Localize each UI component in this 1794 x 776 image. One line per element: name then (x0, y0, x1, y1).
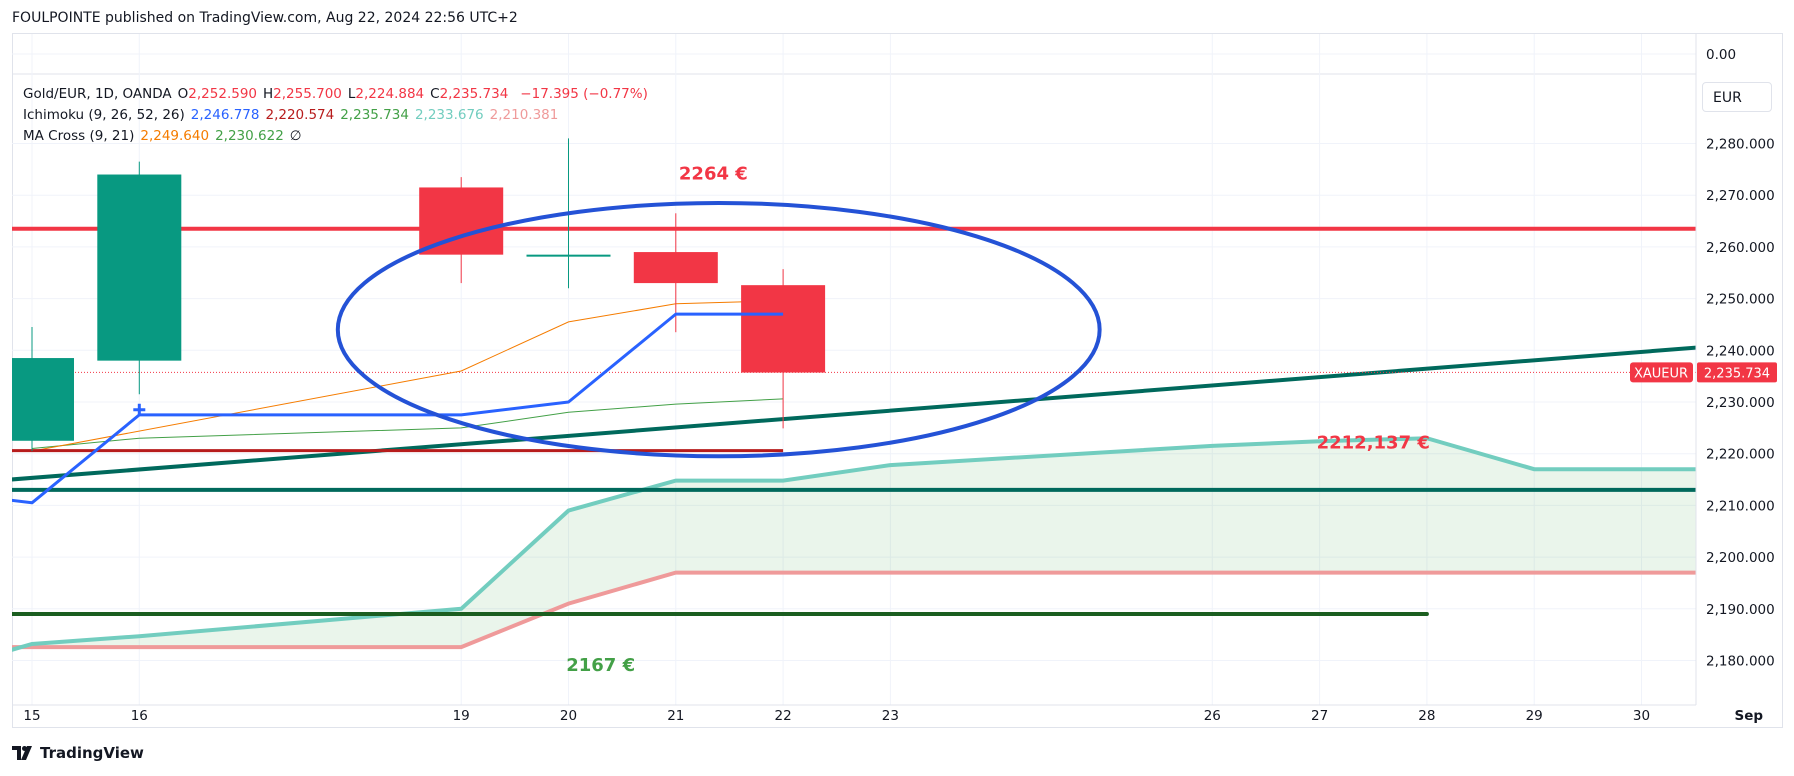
plot-area: 2264 € 2212,137 € 2167 € (12, 34, 1696, 705)
legend-c-label: C (430, 86, 440, 102)
legend-o-value: 2,252.590 (188, 86, 258, 102)
candle-body (741, 285, 826, 373)
annotation-label: 2167 € (566, 655, 635, 676)
tradingview-logo-text: TradingView (40, 744, 144, 762)
ma-fast-line (31, 300, 784, 452)
legend-l-label: L (347, 86, 356, 102)
ichimoku-kijun-value: 2,220.574 (265, 107, 335, 123)
ichimoku-span-b-value: 2,210.381 (489, 107, 559, 123)
tradingview-logo-icon (12, 746, 32, 760)
legend-ohlc-values: O2,252.590 H2,255.700 L2,224.884 C2,235.734 (178, 86, 515, 102)
last-price-tag-label: 2,235.734 (1704, 366, 1770, 381)
ma-empty-icon: ∅ (289, 128, 302, 144)
y-tick-label: 2,220.000 (1706, 447, 1775, 463)
x-tick-label: 27 (1311, 708, 1328, 724)
y-tick-label: 2,260.000 (1706, 240, 1775, 256)
crosshair-marker-icon (133, 403, 146, 416)
legend-c-value: 2,235.734 (439, 86, 509, 102)
legend-ohlc-row: Gold/EUR, 1D, OANDA O2,252.590 H2,255.700 L… (23, 86, 654, 102)
legend-ma-row: MA Cross (9, 21) 2,249.640 2,230.622 ∅ (23, 128, 308, 144)
y-tick-label: 2,180.000 (1706, 654, 1775, 670)
ichimoku-lagging-value: 2,235.734 (340, 107, 409, 123)
legend-change: −17.395 (−0.77%) (520, 86, 648, 102)
legend-h-value: 2,255.700 (273, 86, 342, 102)
symbol-tag-label: XAUEUR (1634, 366, 1688, 381)
y-tick-label: 2,240.000 (1706, 343, 1775, 359)
rising-trendline (12, 345, 1696, 482)
x-tick-label: 15 (23, 708, 40, 724)
x-tick-label: 23 (882, 708, 899, 724)
annotation-label: 2264 € (679, 164, 748, 185)
publish-header: FOULPOINTE published on TradingView.com,… (12, 10, 518, 26)
ichimoku-span-a-value: 2,233.676 (414, 107, 484, 123)
legend-ichimoku-label[interactable]: Ichimoku (9, 26, 52, 26) (23, 107, 185, 123)
ichimoku-tenkan-value: 2,246.778 (190, 107, 260, 123)
candle-body (526, 254, 611, 257)
candle-body (633, 252, 718, 284)
highlight-ellipse (335, 200, 1102, 459)
legend-ichimoku-row: Ichimoku (9, 26, 52, 26) 2,246.778 2,220.5… (23, 107, 564, 123)
annotation-label: 2212,137 € (1317, 433, 1430, 454)
candle-body (419, 187, 504, 255)
legend-symbol[interactable]: Gold/EUR, 1D, OANDA (23, 86, 172, 102)
x-tick-label: 21 (667, 708, 684, 724)
ichimoku-cloud (12, 438, 1696, 650)
x-tick-label: 16 (131, 708, 148, 724)
x-tick-label: 22 (775, 708, 792, 724)
tradingview-logo[interactable]: TradingView (12, 744, 144, 762)
currency-selector[interactable]: EUR (1702, 82, 1772, 112)
ma-fast-value: 2,249.640 (140, 128, 210, 144)
y-tick-label: 2,280.000 (1706, 137, 1775, 153)
legend-h-label: H (263, 86, 274, 102)
ichimoku-span-b (12, 570, 1696, 650)
ma-slow-line (31, 398, 784, 449)
y-tick-label: 2,210.000 (1706, 498, 1775, 514)
x-tick-label: 30 (1633, 708, 1650, 724)
y-tick-label: 2,270.000 (1706, 188, 1775, 204)
y-tick-label-top: 0.00 (1706, 47, 1736, 63)
x-tick-label: Sep (1735, 708, 1764, 724)
x-tick-label: 28 (1418, 708, 1435, 724)
legend-ma-label[interactable]: MA Cross (9, 21) (23, 128, 135, 144)
candle-body (12, 358, 74, 441)
y-tick-label: 2,190.000 (1706, 602, 1775, 618)
x-tick-label: 20 (560, 708, 577, 724)
last-price-tag-bg (1697, 362, 1777, 383)
candle-body (97, 174, 182, 361)
legend-l-value: 2,224.884 (355, 86, 425, 102)
legend-o-label: O (177, 86, 189, 102)
x-tick-label: 26 (1204, 708, 1221, 724)
y-tick-label: 2,250.000 (1706, 292, 1775, 308)
y-tick-label: 2,230.000 (1706, 395, 1775, 411)
y-tick-label: 2,200.000 (1706, 550, 1775, 566)
x-tick-label: 19 (453, 708, 470, 724)
x-tick-label: 29 (1526, 708, 1543, 724)
ma-slow-value: 2,230.622 (215, 128, 284, 144)
symbol-tag-bg (1630, 362, 1693, 383)
ichimoku-tenkan (12, 312, 784, 505)
